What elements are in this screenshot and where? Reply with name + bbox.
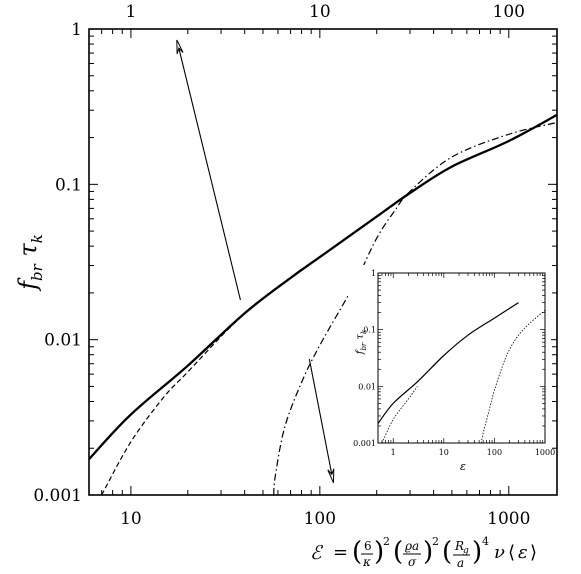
inset-y-tick-label: 1 [371, 269, 376, 278]
svg-text:ν: ν [494, 542, 505, 563]
annotation-arrow-shaft [176, 39, 241, 301]
annotation-arrow-head [176, 39, 184, 55]
x-tick-label: 1000 [487, 509, 530, 529]
inset-series-line-solid [377, 302, 519, 424]
svg-text:⟨: ⟨ [508, 542, 515, 563]
svg-text:): ) [423, 537, 433, 567]
svg-text:ε: ε [518, 542, 528, 563]
svg-text:a: a [457, 556, 464, 570]
x-top-tick-label: 100 [493, 2, 525, 22]
svg-text:2: 2 [383, 535, 390, 548]
svg-text:2: 2 [432, 535, 439, 548]
svg-text:κ: κ [362, 555, 371, 569]
x-tick-label: 10 [120, 509, 142, 529]
y-axis-label: fbr τk [14, 234, 46, 292]
y-tick-label: 0.001 [33, 486, 82, 506]
x-top-tick-label: 10 [309, 2, 331, 22]
annotation-arrow-shaft [308, 358, 334, 483]
x-top-tick-label: 1 [125, 2, 136, 22]
svg-text:(: ( [352, 537, 362, 567]
series-line-dashed [101, 312, 246, 496]
svg-text:R: R [454, 539, 464, 553]
svg-text:ℰ: ℰ [310, 542, 324, 564]
annotation-arrow-head [327, 468, 335, 483]
inset-frame [377, 272, 546, 444]
inset-series-line-dotted [480, 309, 546, 444]
svg-text:6: 6 [364, 539, 372, 553]
svg-text:g: g [463, 546, 469, 556]
inset-y-axis-label: fbr τk [355, 330, 368, 356]
series-line-solid [88, 113, 558, 460]
svg-text:ϱa: ϱa [405, 539, 419, 553]
svg-text:(: ( [442, 537, 452, 567]
y-tick-label: 0.01 [44, 331, 82, 351]
svg-text:(: ( [393, 537, 403, 567]
inset-plot: 1 10 100 1000 0.001 0.01 0.1 1 [348, 265, 555, 475]
x-tick-label: 100 [304, 509, 336, 529]
x-axis-label: ℰ = ( 6 κ ) 2 ( ϱa σ ) 2 ( R g a ) 4 ν ⟨… [310, 535, 537, 570]
inset-y-tick-label: 0.001 [353, 439, 376, 448]
svg-text:): ) [472, 537, 482, 567]
svg-text:): ) [374, 537, 384, 567]
svg-text:=: = [333, 542, 348, 563]
y-tick-label: 1 [71, 20, 82, 40]
plot-frame [88, 28, 558, 496]
inset-x-tick-label: 1 [391, 448, 396, 457]
inset-y-tick-label: 0.1 [363, 326, 376, 335]
inset-x-axis-label: ε [460, 460, 466, 473]
inset-x-tick-label: 100 [487, 448, 502, 457]
svg-text:4: 4 [482, 535, 489, 548]
main-plot: 10 100 1000 1 10 100 0.001 0.01 0.1 1 [33, 2, 558, 529]
inset-series-line-dotted [381, 386, 418, 444]
series-line-dash-dot [273, 121, 558, 496]
inset-x-tick-label: 10 [439, 448, 449, 457]
svg-text:σ: σ [408, 555, 417, 569]
inset-x-tick-label: 1000 [535, 448, 555, 457]
svg-text:⟩: ⟩ [530, 542, 537, 563]
y-tick-label: 0.1 [55, 175, 82, 195]
inset-y-tick-label: 0.01 [358, 382, 376, 391]
